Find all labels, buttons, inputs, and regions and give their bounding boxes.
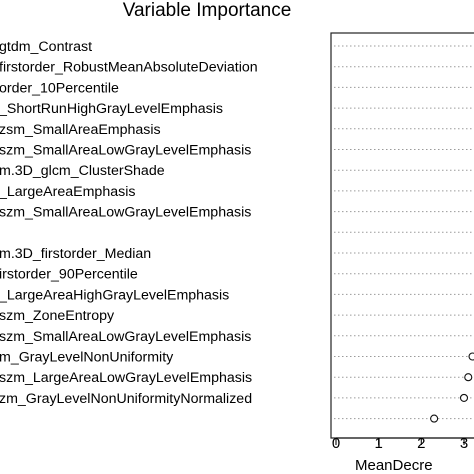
- variable-label: m.3D_glcm_ClusterShade: [0, 163, 165, 179]
- data-points: [430, 352, 474, 423]
- variable-label: _LargeAreaEmphasis: [0, 184, 135, 200]
- variable-labels: gtdm_Contrast firstorder_RobustMeanAbsolu…: [0, 39, 258, 407]
- variable-label: szm_LargeAreaLowGrayLevelEmphasis: [0, 370, 252, 386]
- x-tick-label: 3: [460, 435, 468, 452]
- variable-label: _ShortRunHighGrayLevelEmphasis: [0, 101, 223, 117]
- data-point: [468, 352, 474, 361]
- data-point: [464, 373, 473, 382]
- data-point: [459, 393, 469, 402]
- data-point: [430, 414, 439, 423]
- variable-label: zsm_SmallAreaEmphasis: [0, 122, 161, 138]
- variable-label: order_10Percentile: [0, 80, 119, 96]
- variable-label: szm_SmallAreaLowGrayLevelEmphasis: [0, 329, 251, 345]
- x-tick-label: 0: [332, 435, 340, 452]
- chart-title: Variable Importance: [123, 0, 292, 21]
- variable-label: szm_SmallAreaLowGrayLevelEmphasis: [0, 205, 251, 221]
- x-axis: 0 1 2 3: [332, 435, 474, 452]
- variable-label: szm_ZoneEntropy: [0, 308, 115, 324]
- variable-label: m.3D_firstorder_Median: [0, 246, 151, 262]
- x-axis-title: MeanDecre: [355, 457, 433, 474]
- x-tick-label: 1: [374, 435, 382, 452]
- x-tick-label: 2: [417, 435, 425, 452]
- variable-label: zm_GrayLevelNonUniformityNormalized: [0, 391, 252, 407]
- variable-label: firstorder_RobustMeanAbsoluteDeviation: [0, 60, 258, 76]
- variable-label: szm_SmallAreaLowGrayLevelEmphasis: [0, 143, 251, 159]
- grid-lines: [334, 45, 474, 420]
- variable-label: _LargeAreaHighGrayLevelEmphasis: [0, 287, 229, 303]
- variable-label: irstorder_90Percentile: [0, 267, 138, 283]
- variable-label: gtdm_Contrast: [0, 39, 92, 55]
- variable-label: m_GrayLevelNonUniformity: [0, 350, 174, 366]
